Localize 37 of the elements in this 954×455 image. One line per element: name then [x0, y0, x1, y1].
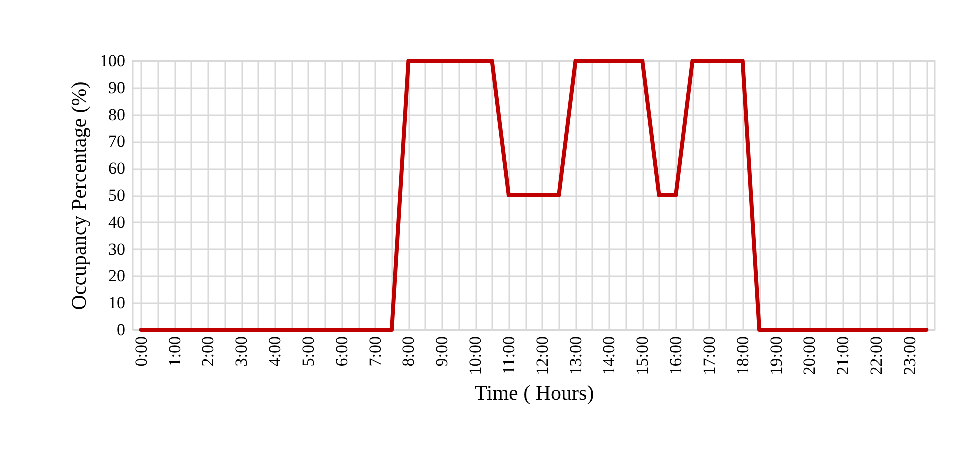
y-tick-label: 90	[108, 78, 126, 98]
y-tick-label: 50	[108, 186, 126, 205]
y-tick-label: 100	[100, 52, 126, 70]
x-tick-label: 19:00	[766, 336, 786, 376]
x-tick-label: 22:00	[867, 336, 886, 376]
x-tick-label: 5:00	[298, 336, 318, 367]
x-tick-label: 12:00	[532, 336, 552, 376]
x-tick-label: 18:00	[733, 336, 752, 376]
x-tick-label: 16:00	[666, 336, 686, 376]
x-tick-label: 13:00	[566, 336, 586, 376]
x-tick-label: 21:00	[834, 336, 853, 376]
x-tick-label: 0:00	[132, 336, 151, 367]
y-tick-label: 20	[108, 266, 126, 286]
x-tick-label: 14:00	[600, 336, 619, 376]
x-tick-label: 15:00	[633, 336, 652, 376]
y-tick-label: 0	[117, 320, 126, 340]
x-tick-label: 3:00	[232, 336, 252, 367]
y-tick-label: 60	[108, 159, 126, 178]
y-tick-label: 10	[108, 294, 126, 313]
x-tick-label: 11:00	[499, 336, 518, 375]
x-tick-label: 6:00	[332, 336, 352, 367]
y-tick-label: 30	[108, 240, 126, 259]
y-tick-label: 80	[108, 105, 126, 124]
x-tick-label: 1:00	[165, 336, 184, 367]
y-tick-label: 40	[108, 212, 126, 232]
y-tick-label: 70	[108, 132, 126, 152]
x-tick-label: 17:00	[700, 336, 719, 376]
x-tick-label: 23:00	[900, 336, 920, 376]
x-tick-label: 8:00	[399, 336, 418, 367]
x-tick-label: 4:00	[266, 336, 285, 367]
x-axis-title: Time ( Hours)	[474, 381, 594, 406]
x-tick-label: 20:00	[800, 336, 820, 376]
x-tick-label: 2:00	[198, 336, 218, 367]
y-axis-title: Occupancy Percentage (%)	[67, 82, 91, 310]
x-tick-label: 9:00	[432, 336, 452, 367]
x-tick-label: 10:00	[466, 336, 486, 376]
x-tick-label: 7:00	[366, 336, 385, 367]
